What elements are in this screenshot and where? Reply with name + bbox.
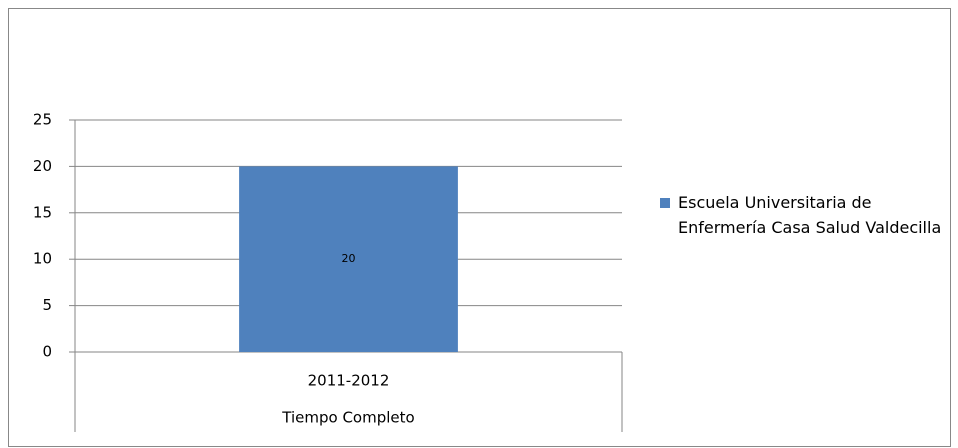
y-tick-label: 25 (33, 111, 52, 129)
chart-border (8, 8, 951, 447)
legend-label: Escuela Universitaria de Enfermería Casa… (678, 193, 942, 237)
legend-swatch (660, 198, 670, 208)
y-tick-label: 15 (33, 203, 52, 221)
bar (239, 166, 458, 352)
legend: Escuela Universitaria de Enfermería Casa… (660, 190, 950, 240)
y-tick-label: 20 (33, 157, 52, 175)
y-tick-label: 5 (42, 296, 52, 314)
data-label: 20 (342, 252, 356, 265)
x-tick-label: 2011-2012 (308, 372, 390, 390)
y-tick-label: 10 (33, 250, 52, 268)
y-tick-label: 0 (42, 343, 52, 361)
category-group-label: Tiempo Completo (281, 409, 414, 427)
